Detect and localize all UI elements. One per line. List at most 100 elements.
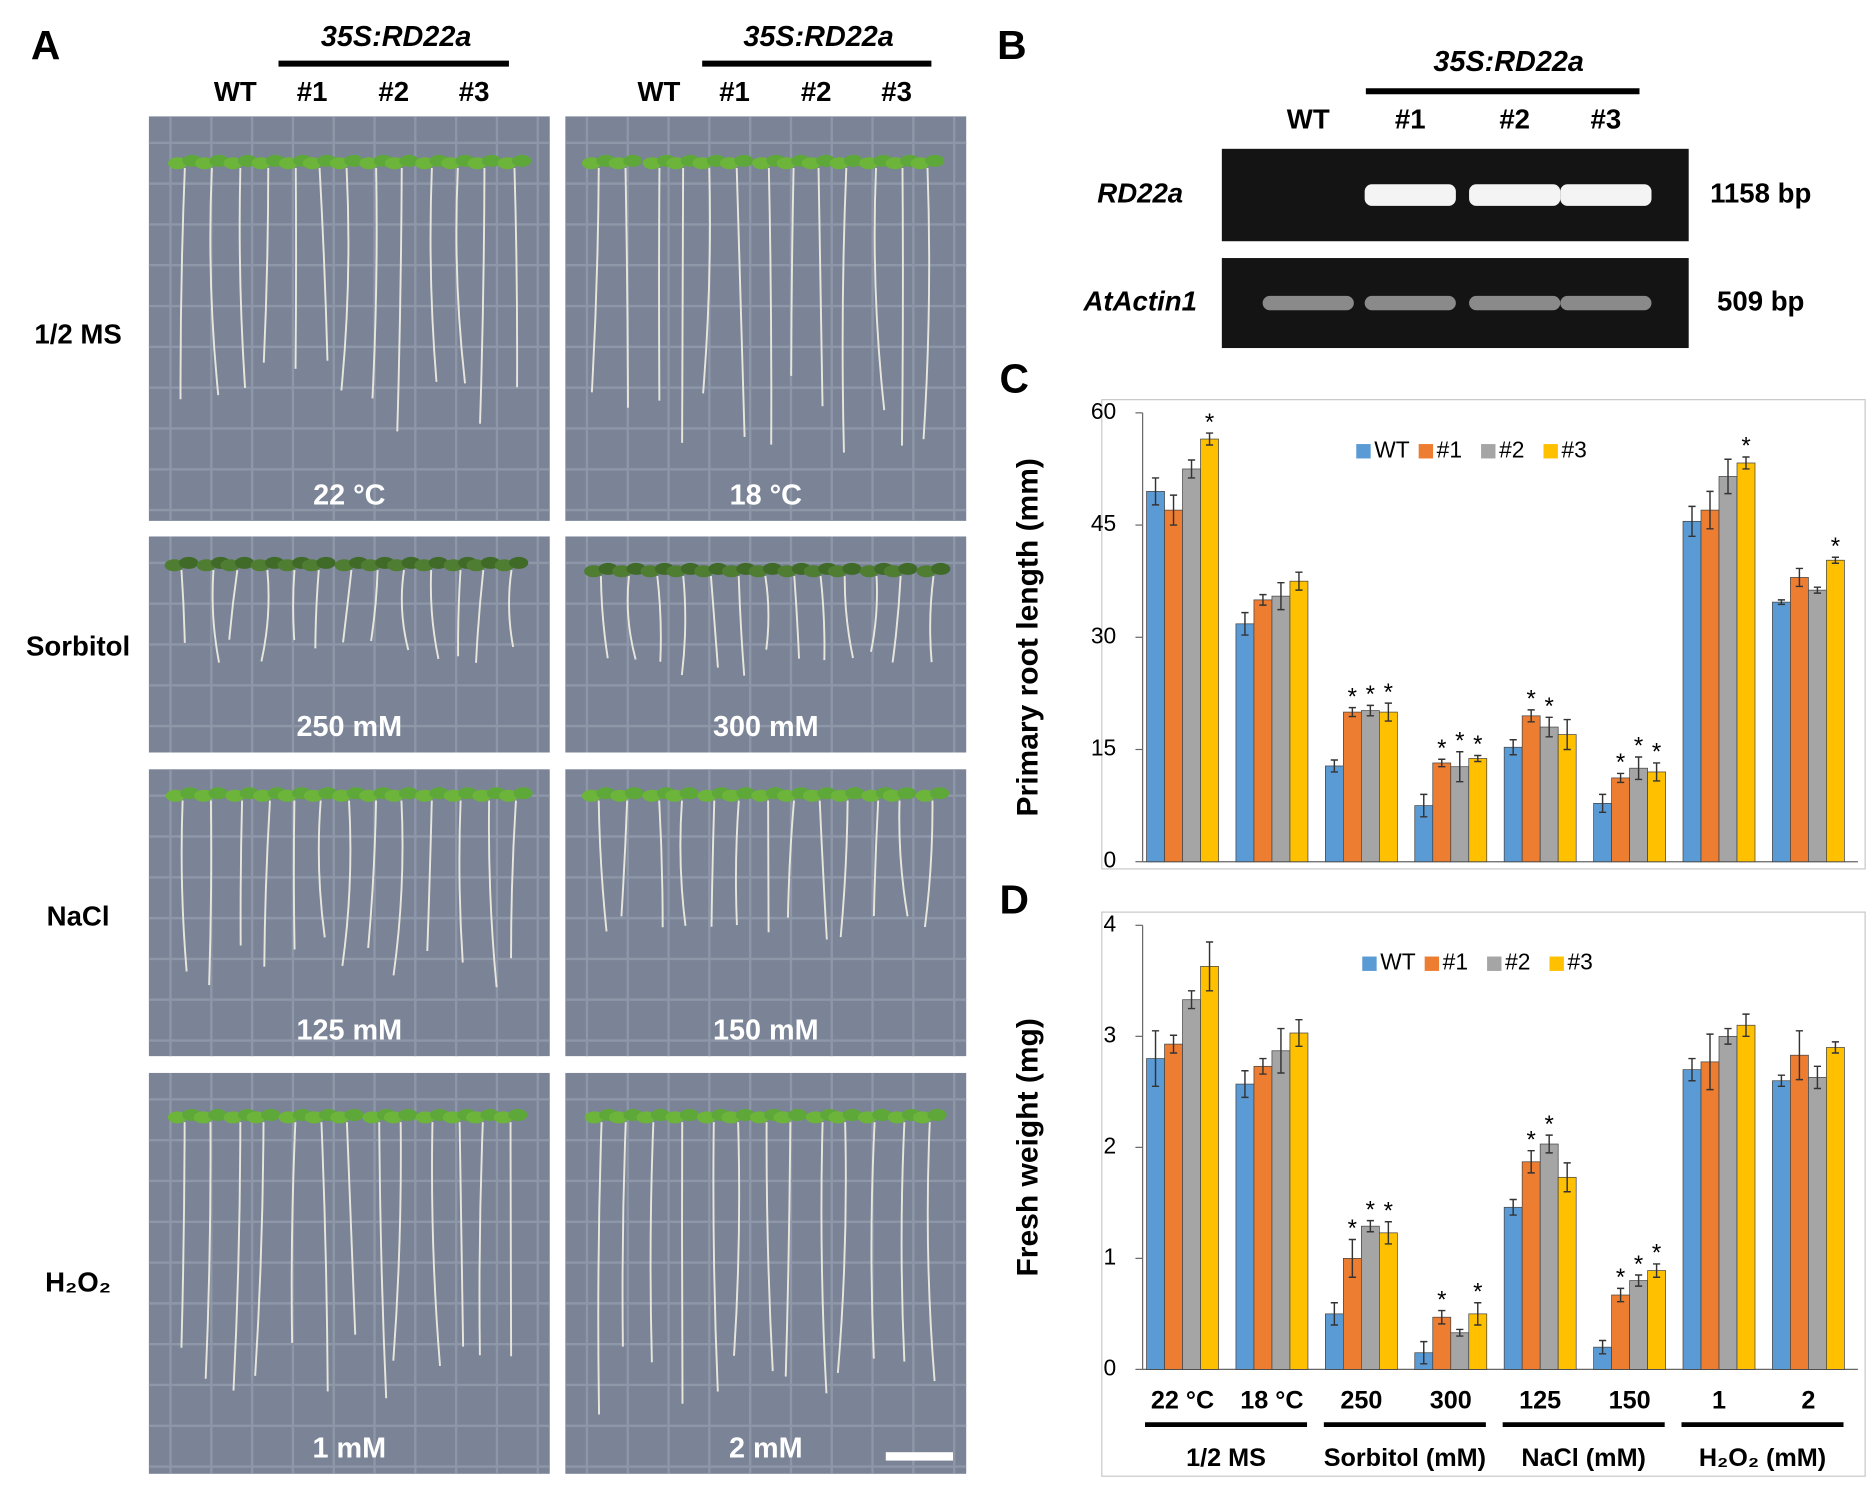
- x-tick-label: 250: [1340, 1386, 1382, 1414]
- leaf: [482, 154, 502, 167]
- error-bar: [1509, 1198, 1517, 1216]
- error-bar: [1598, 793, 1607, 814]
- leaf: [650, 1108, 671, 1121]
- bar: [1360, 710, 1380, 863]
- root: [898, 800, 909, 917]
- error-bar: [1438, 758, 1446, 768]
- root: [292, 570, 296, 641]
- bar: [1146, 1058, 1165, 1370]
- root: [817, 168, 824, 407]
- legend-label: WT: [1374, 436, 1410, 462]
- error-bar: [1277, 581, 1285, 611]
- legend-swatch: [1481, 444, 1496, 459]
- bar: [1682, 1069, 1702, 1370]
- significance-mark: *: [1652, 739, 1661, 766]
- legend-label: #3: [1561, 436, 1586, 462]
- bar: [1235, 623, 1255, 863]
- root: [929, 575, 935, 663]
- root: [396, 168, 403, 432]
- error-bar: [1652, 762, 1661, 782]
- bar: [1503, 746, 1523, 863]
- x-tick-label: 300: [1430, 1386, 1472, 1414]
- gel-band: [1364, 295, 1456, 311]
- root: [370, 570, 379, 642]
- leaf: [581, 789, 602, 802]
- leaf: [694, 565, 714, 578]
- root: [873, 167, 886, 411]
- bar: [1647, 771, 1666, 863]
- leaf: [208, 1108, 228, 1121]
- group-label: 1/2 MS: [1186, 1444, 1266, 1472]
- line-label: #2: [801, 76, 832, 107]
- leaf: [332, 789, 352, 802]
- leaf: [387, 559, 407, 572]
- root: [232, 1122, 242, 1391]
- root: [392, 800, 404, 976]
- root: [839, 800, 849, 938]
- root: [621, 1122, 627, 1347]
- bar: [1468, 758, 1488, 863]
- y-tick-label: 1: [1104, 1243, 1117, 1269]
- root: [314, 569, 320, 649]
- leaf: [752, 157, 772, 170]
- leaf: [925, 154, 945, 167]
- leaf: [253, 789, 273, 802]
- legend-swatch: [1424, 956, 1440, 971]
- error-bar: [1474, 1302, 1482, 1326]
- plate-photo: [565, 116, 967, 521]
- panel-label: D: [999, 876, 1028, 922]
- bar: [1539, 1143, 1559, 1370]
- root: [841, 167, 848, 453]
- leaf: [168, 157, 188, 170]
- bar: [1182, 999, 1201, 1370]
- bar: [1611, 1294, 1630, 1370]
- error-bar: [1456, 751, 1464, 783]
- leaf: [777, 789, 797, 802]
- error-bar: [1598, 1339, 1607, 1355]
- leaf: [467, 157, 487, 170]
- y-tick-label: 0: [1104, 847, 1117, 873]
- y-tick-label: 30: [1091, 622, 1116, 648]
- root: [318, 167, 329, 361]
- legend-swatch: [1362, 956, 1377, 971]
- significance-mark: *: [1366, 681, 1375, 708]
- leaf: [208, 787, 228, 800]
- leaf: [898, 562, 918, 575]
- root: [260, 569, 270, 662]
- y-tick-label: 15: [1091, 735, 1116, 761]
- significance-mark: *: [1545, 693, 1554, 720]
- line-label: WT: [214, 76, 257, 107]
- leaf: [304, 1111, 324, 1124]
- significance-mark: *: [1616, 1264, 1625, 1291]
- leaf: [679, 1108, 700, 1121]
- leaf: [359, 157, 379, 170]
- condition-label: 250 mM: [297, 711, 403, 743]
- line-label: #1: [297, 76, 328, 107]
- chart-frame: [1101, 911, 1866, 1477]
- plate-photo: [565, 769, 967, 1057]
- leaf: [882, 789, 902, 802]
- legend-swatch: [1543, 444, 1558, 459]
- error-bar: [1831, 1041, 1840, 1054]
- root: [513, 167, 519, 388]
- leaf: [665, 789, 685, 802]
- root: [923, 800, 934, 928]
- root: [926, 1122, 936, 1382]
- plate-photo: [148, 536, 550, 753]
- construct-label: 35S:RD22a: [321, 21, 471, 53]
- plate-photo: [565, 1072, 967, 1474]
- leaf: [931, 562, 951, 575]
- root: [767, 168, 773, 445]
- leaf: [859, 157, 879, 170]
- root: [426, 800, 433, 952]
- root: [392, 1122, 402, 1361]
- root: [656, 575, 662, 662]
- significance-mark: *: [1545, 1111, 1554, 1138]
- root: [479, 168, 486, 424]
- y-axis-label: Fresh weight (mg): [1012, 1018, 1045, 1276]
- error-bar: [1330, 759, 1338, 773]
- significance-mark: *: [1437, 1286, 1446, 1313]
- leaf: [179, 556, 199, 569]
- leaf: [828, 1111, 848, 1124]
